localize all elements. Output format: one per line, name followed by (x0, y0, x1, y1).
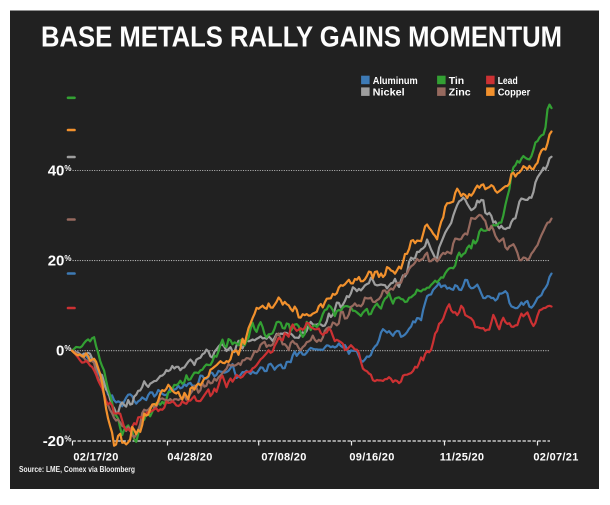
svg-text:Lead: Lead (498, 75, 518, 87)
svg-text:11/25/20: 11/25/20 (440, 451, 485, 463)
svg-text:02/17/20: 02/17/20 (73, 451, 118, 463)
svg-text:BASE METALS RALLY GAINS MOMENT: BASE METALS RALLY GAINS MOMENTUM (41, 22, 562, 54)
svg-text:07/08/20: 07/08/20 (261, 451, 306, 463)
svg-text:Nickel: Nickel (373, 87, 405, 99)
svg-text:Tin: Tin (449, 75, 465, 87)
svg-text:04/28/20: 04/28/20 (167, 451, 212, 463)
svg-text:-20%: -20% (43, 433, 72, 450)
svg-text:Source: LME, Comex via Bloombe: Source: LME, Comex via Bloomberg (19, 465, 135, 474)
svg-text:02/07/21: 02/07/21 (533, 451, 578, 463)
svg-text:Zinc: Zinc (449, 87, 471, 99)
svg-text:Aluminum: Aluminum (373, 75, 418, 87)
svg-text:Copper: Copper (498, 87, 531, 99)
svg-text:09/16/20: 09/16/20 (349, 451, 394, 463)
